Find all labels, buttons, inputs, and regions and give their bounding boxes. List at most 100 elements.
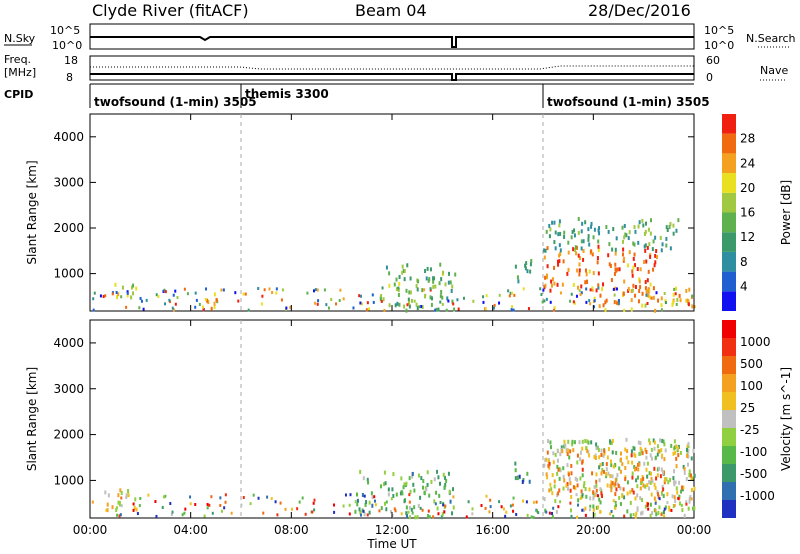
data-cell bbox=[677, 218, 680, 223]
data-cell bbox=[447, 471, 450, 476]
data-cell bbox=[649, 231, 652, 236]
data-cell bbox=[432, 515, 435, 519]
data-cell bbox=[421, 305, 424, 310]
data-cell bbox=[385, 265, 388, 270]
data-cell bbox=[688, 496, 691, 501]
nsearch-tick-top: 10^5 bbox=[704, 24, 734, 37]
data-cell bbox=[400, 476, 403, 481]
data-cell bbox=[440, 277, 443, 282]
data-cell bbox=[679, 450, 682, 455]
data-cell bbox=[544, 458, 547, 463]
data-cell bbox=[344, 493, 347, 497]
data-cell bbox=[526, 513, 529, 517]
data-cell bbox=[290, 507, 293, 511]
data-cell bbox=[675, 486, 678, 491]
data-cell bbox=[676, 297, 679, 302]
data-cell bbox=[390, 497, 393, 501]
data-cell bbox=[388, 303, 391, 308]
data-cell bbox=[669, 246, 672, 251]
data-cell bbox=[662, 494, 665, 499]
data-cell bbox=[612, 514, 615, 518]
data-cell bbox=[599, 462, 602, 467]
data-cell bbox=[605, 298, 608, 303]
data-cell bbox=[552, 506, 555, 510]
data-cell bbox=[615, 236, 618, 241]
data-cell bbox=[433, 499, 436, 504]
data-cell bbox=[581, 493, 584, 497]
data-cell bbox=[556, 471, 559, 476]
data-cell bbox=[135, 507, 138, 512]
data-cell bbox=[579, 293, 582, 297]
nsky-label: N.Sky bbox=[4, 32, 36, 45]
data-cell bbox=[130, 295, 133, 300]
data-cell bbox=[132, 502, 135, 506]
data-cell bbox=[114, 282, 117, 287]
data-cell bbox=[688, 473, 691, 478]
data-cell bbox=[626, 509, 629, 514]
data-cell bbox=[607, 447, 610, 452]
data-cell bbox=[611, 481, 614, 486]
data-cell bbox=[263, 288, 266, 292]
data-cell bbox=[220, 509, 223, 513]
data-cell bbox=[574, 476, 577, 481]
data-cell bbox=[371, 495, 374, 500]
colorbar-swatch bbox=[722, 133, 736, 154]
data-cell bbox=[690, 473, 693, 478]
data-cell bbox=[240, 503, 243, 507]
data-cell bbox=[664, 301, 667, 305]
data-cell bbox=[389, 510, 392, 514]
data-cell bbox=[642, 223, 645, 228]
data-cell bbox=[435, 490, 438, 495]
freq-panel-frame bbox=[89, 55, 695, 81]
data-cell bbox=[571, 439, 574, 444]
data-cell bbox=[615, 287, 618, 291]
data-cell bbox=[403, 269, 406, 274]
data-cell bbox=[266, 495, 269, 499]
data-cell bbox=[411, 471, 414, 476]
data-cell bbox=[194, 291, 197, 295]
data-cell bbox=[371, 503, 374, 508]
data-cell bbox=[484, 307, 487, 311]
data-cell bbox=[541, 300, 544, 304]
data-cell bbox=[615, 268, 618, 273]
data-cell bbox=[570, 463, 573, 468]
data-cell bbox=[543, 463, 546, 468]
data-cell bbox=[547, 463, 550, 468]
data-cell bbox=[202, 308, 205, 312]
data-cell bbox=[546, 246, 549, 251]
panel-frame bbox=[89, 113, 695, 312]
data-cell bbox=[170, 513, 173, 517]
data-cell bbox=[644, 484, 647, 489]
data-cell bbox=[688, 499, 691, 504]
colorbar-swatch bbox=[722, 291, 736, 311]
data-cell bbox=[574, 245, 577, 250]
data-cell bbox=[674, 450, 677, 455]
data-cell bbox=[610, 463, 613, 468]
data-cell bbox=[636, 484, 639, 489]
data-cell bbox=[383, 470, 386, 475]
data-cell bbox=[385, 507, 388, 512]
data-cell bbox=[559, 291, 562, 295]
data-cell bbox=[99, 294, 102, 298]
data-cell bbox=[609, 512, 612, 516]
data-cell bbox=[359, 469, 362, 474]
data-cell bbox=[443, 485, 446, 490]
data-cell bbox=[654, 235, 657, 240]
colorbar-swatch bbox=[722, 392, 736, 410]
data-cell bbox=[427, 509, 430, 513]
data-cell bbox=[626, 263, 629, 268]
data-cell bbox=[641, 510, 644, 515]
data-cell bbox=[654, 308, 657, 313]
data-cell bbox=[526, 471, 529, 476]
data-cell bbox=[641, 479, 644, 484]
data-cell bbox=[585, 300, 588, 304]
data-cell bbox=[614, 500, 617, 504]
data-cell bbox=[304, 512, 307, 516]
data-cell bbox=[584, 268, 587, 273]
data-cell bbox=[658, 438, 661, 443]
data-cell bbox=[359, 513, 362, 517]
data-cell bbox=[582, 248, 585, 253]
data-cell bbox=[561, 449, 564, 454]
data-cell bbox=[289, 305, 292, 309]
